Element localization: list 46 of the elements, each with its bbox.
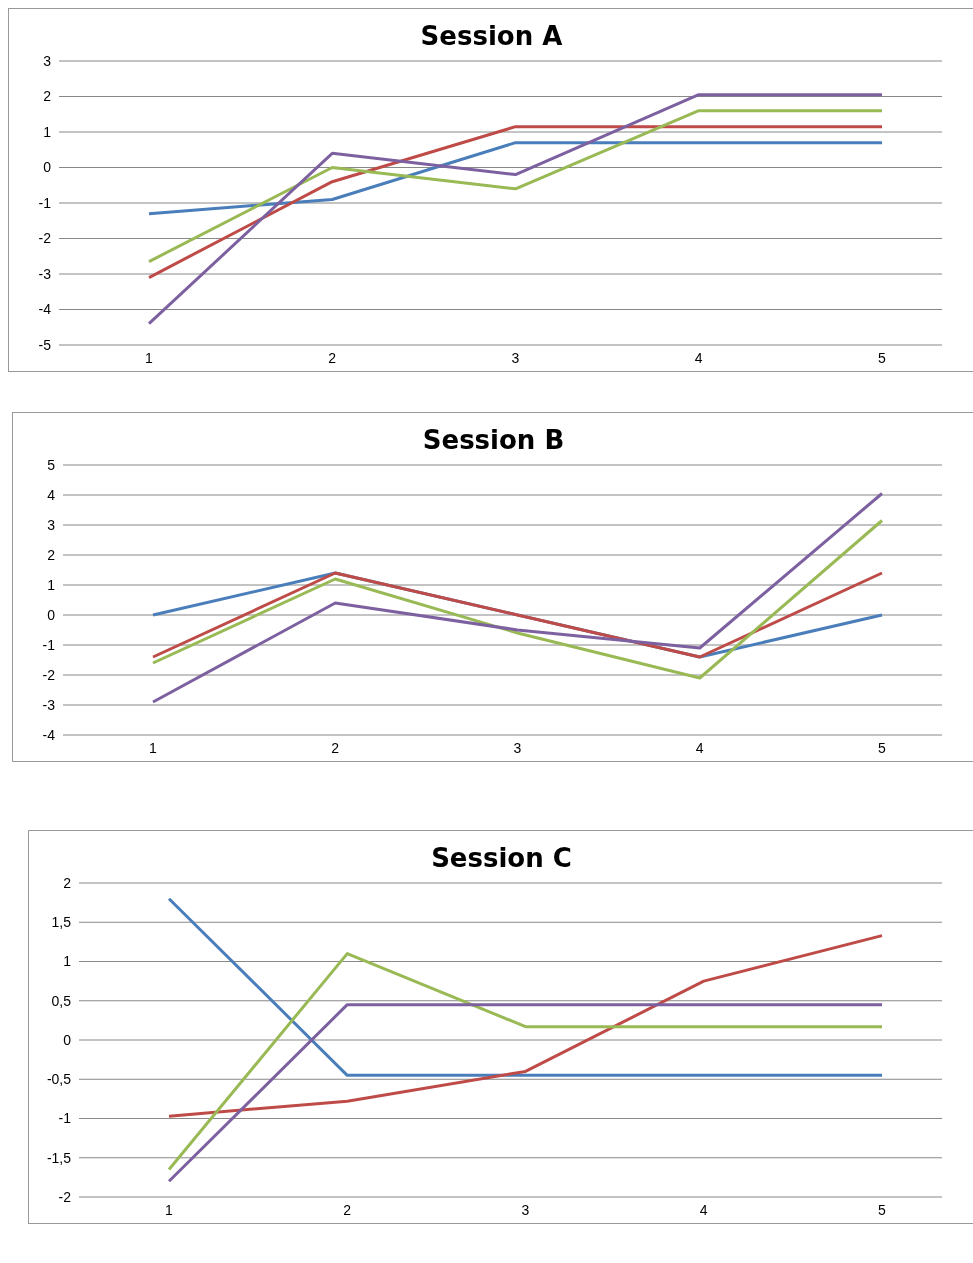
y-tick-label: -4 — [38, 301, 52, 318]
y-tick-label: 0,5 — [51, 992, 72, 1009]
y-tick-label: -1,5 — [46, 1149, 72, 1166]
y-tick-label: 0 — [63, 1031, 72, 1048]
x-tick-label: 3 — [521, 1201, 530, 1218]
y-tick-label: 4 — [47, 486, 56, 503]
chart-title: Session B — [421, 425, 566, 455]
y-tick-label: -2 — [58, 1188, 72, 1205]
y-tick-label: -2 — [38, 230, 52, 247]
chart-title: Session C — [430, 843, 573, 873]
y-tick-label: 1 — [43, 123, 52, 140]
x-tick-label: 2 — [331, 739, 340, 756]
y-tick-label: 5 — [47, 456, 56, 473]
x-tick-label: 5 — [878, 739, 887, 756]
y-tick-label: -0,5 — [46, 1071, 72, 1088]
x-tick-label: 4 — [699, 1201, 708, 1218]
y-tick-label: -1 — [38, 194, 52, 211]
x-tick-label: 2 — [343, 1201, 352, 1218]
y-tick-label: 2 — [43, 88, 52, 105]
y-tick-label: 0 — [47, 606, 56, 623]
y-tick-label: 2 — [63, 874, 72, 891]
chart-title: Session A — [419, 21, 564, 51]
x-tick-label: 4 — [694, 349, 703, 366]
x-tick-label: 1 — [165, 1201, 174, 1218]
y-tick-label: 1,5 — [51, 914, 72, 931]
y-tick-label: -1 — [58, 1110, 72, 1127]
y-tick-label: -3 — [42, 696, 56, 713]
x-tick-label: 3 — [511, 349, 520, 366]
x-tick-label: 4 — [695, 739, 704, 756]
x-tick-label: 1 — [145, 349, 154, 366]
x-tick-label: 5 — [878, 349, 887, 366]
y-tick-label: 3 — [47, 516, 56, 533]
x-tick-label: 3 — [513, 739, 522, 756]
y-tick-label: 2 — [47, 546, 56, 563]
x-tick-label: 2 — [328, 349, 337, 366]
x-tick-label: 1 — [149, 739, 158, 756]
y-tick-label: -3 — [38, 265, 52, 282]
y-tick-label: 3 — [43, 52, 52, 69]
y-tick-label: -4 — [42, 726, 56, 743]
y-tick-label: -2 — [42, 666, 56, 683]
y-tick-label: -5 — [38, 336, 52, 353]
y-tick-label: 1 — [63, 953, 72, 970]
y-tick-label: -1 — [42, 636, 56, 653]
y-tick-label: 0 — [43, 159, 52, 176]
x-tick-label: 5 — [878, 1201, 887, 1218]
y-tick-label: 1 — [47, 576, 56, 593]
